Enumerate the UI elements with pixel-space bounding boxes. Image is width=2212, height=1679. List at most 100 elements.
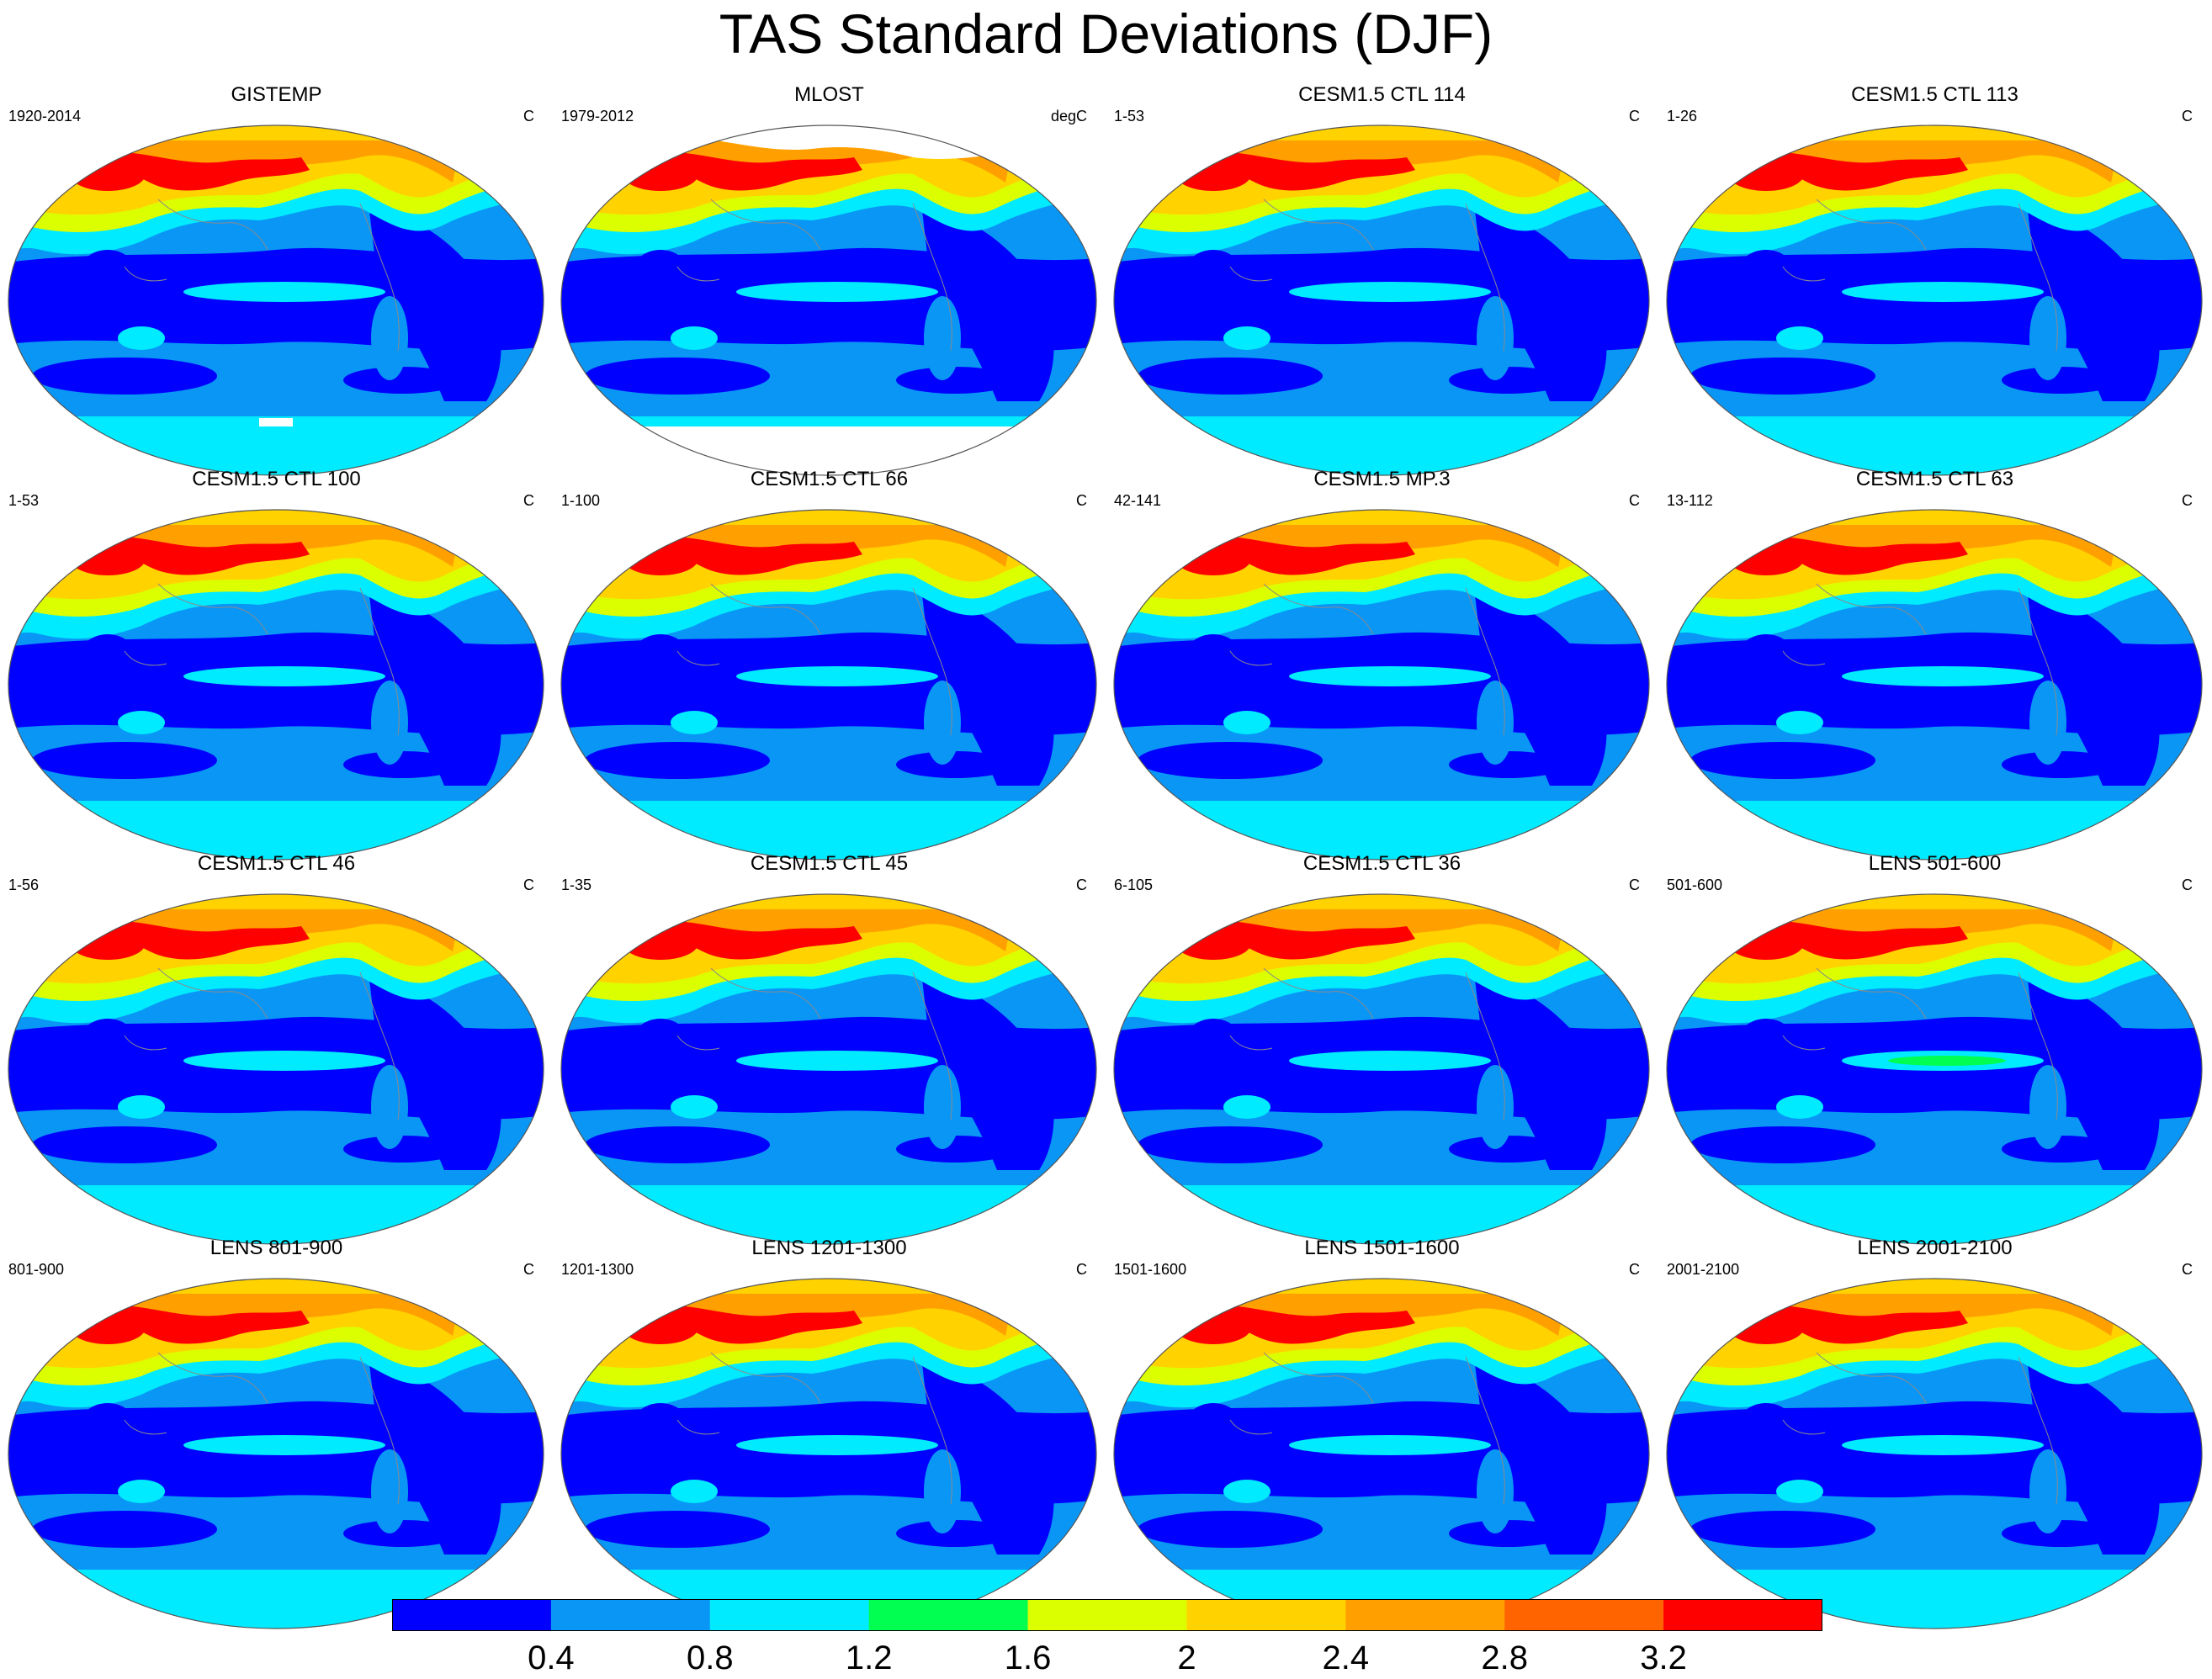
panel-years-label: 501-600 bbox=[1667, 877, 1723, 893]
enso-core bbox=[230, 671, 347, 681]
maritime-continent bbox=[1737, 250, 1796, 300]
panel-units-label: C bbox=[2182, 1261, 2193, 1278]
world-map bbox=[1113, 1278, 1650, 1629]
siberia-max bbox=[70, 926, 146, 960]
southern-blend bbox=[8, 786, 544, 801]
panel-units-label: C bbox=[1629, 877, 1640, 893]
map-panel: CESM1.5 CTL 114 1-53 C bbox=[1106, 80, 1658, 476]
siberia-max bbox=[1728, 542, 1804, 575]
southern-low-patch bbox=[585, 1126, 770, 1163]
siberia-max bbox=[623, 926, 698, 960]
atlantic-low-region bbox=[2027, 588, 2160, 786]
panel-years-label: 1-26 bbox=[1667, 108, 1698, 124]
atlantic-low-region bbox=[1474, 1357, 1607, 1555]
southern-low-patch bbox=[1690, 1511, 1875, 1548]
australia bbox=[1776, 711, 1823, 734]
australia bbox=[671, 326, 718, 350]
southern-low-patch bbox=[2002, 751, 2119, 778]
panel-years-label: 1920-2014 bbox=[8, 108, 82, 124]
figure-title: TAS Standard Deviations (DJF) bbox=[719, 3, 1493, 65]
missing-data bbox=[644, 426, 1014, 439]
southern-blend bbox=[1114, 401, 1649, 416]
southern-blend bbox=[1667, 1555, 2202, 1570]
australia bbox=[1776, 1095, 1823, 1119]
siberia-max bbox=[70, 1311, 146, 1344]
southern-low-patch bbox=[1690, 1126, 1875, 1163]
panel-years-label: 42-141 bbox=[1114, 492, 1162, 509]
southern-blend bbox=[8, 1555, 544, 1570]
panel-years-label: 1-53 bbox=[1114, 108, 1145, 124]
atlantic-low-region bbox=[2027, 204, 2160, 401]
panel-units-label: C bbox=[1076, 1261, 1087, 1278]
map-panel: LENS 501-600 501-600 C bbox=[1658, 849, 2211, 1245]
enso-core bbox=[230, 287, 347, 297]
world-map bbox=[1666, 1278, 2203, 1629]
panel-title: CESM1.5 CTL 46 bbox=[197, 852, 356, 875]
panel-units-label: C bbox=[1629, 108, 1640, 124]
siberia-max bbox=[1175, 157, 1251, 191]
coastline bbox=[676, 583, 952, 736]
colorbar-swatch bbox=[868, 1599, 1029, 1631]
panel-units-label: C bbox=[523, 108, 534, 124]
panel-title: CESM1.5 CTL 63 bbox=[1855, 468, 2014, 490]
australia bbox=[1223, 1480, 1270, 1503]
panel-title: CESM1.5 CTL 36 bbox=[1302, 852, 1461, 875]
map-panel: CESM1.5 CTL 63 13-112 C bbox=[1658, 464, 2211, 861]
map-border bbox=[1666, 509, 2203, 861]
south-america bbox=[924, 681, 961, 765]
colorbar-tick-label: 0.4 bbox=[528, 1639, 575, 1676]
siberia-max bbox=[1175, 1311, 1251, 1344]
colorbar-border bbox=[392, 1599, 1822, 1631]
colorbar-tick-label: 1.6 bbox=[1004, 1639, 1052, 1676]
coastline bbox=[676, 199, 952, 352]
maritime-continent bbox=[631, 250, 690, 300]
coastline bbox=[1229, 583, 1505, 736]
panel-years-label: 1-35 bbox=[561, 877, 592, 893]
missing-data bbox=[259, 418, 293, 426]
enso-core bbox=[230, 1440, 347, 1450]
panel-title: CESM1.5 CTL 100 bbox=[192, 468, 361, 490]
southern-low-patch bbox=[585, 358, 770, 395]
panel-title: LENS 2001-2100 bbox=[1857, 1237, 2013, 1259]
enso-core bbox=[1335, 1056, 1453, 1066]
atlantic-low-region bbox=[921, 588, 1054, 786]
panel-units-label: degC bbox=[1050, 108, 1087, 124]
map-panel: LENS 1201-1300 1201-1300 C bbox=[553, 1233, 1106, 1629]
colorbar-tick-label: 2.8 bbox=[1481, 1639, 1529, 1676]
coastline bbox=[1229, 199, 1505, 352]
south-america bbox=[1477, 1065, 1514, 1149]
world-map bbox=[1113, 509, 1650, 861]
coastline bbox=[1782, 967, 2058, 1120]
australia bbox=[1223, 711, 1270, 734]
southern-blend bbox=[561, 1170, 1096, 1185]
southern-low-patch bbox=[896, 367, 1014, 394]
australia bbox=[671, 1095, 718, 1119]
map-border bbox=[1666, 124, 2203, 476]
australia bbox=[1223, 326, 1270, 350]
colorbar-swatch bbox=[392, 1599, 552, 1631]
world-map bbox=[1666, 124, 2203, 476]
world-map bbox=[8, 893, 544, 1245]
panel-units-label: C bbox=[2182, 108, 2193, 124]
panel-years-label: 801-900 bbox=[8, 1261, 65, 1278]
map-panel: CESM1.5 CTL 45 1-35 C bbox=[553, 849, 1106, 1245]
colorbar-tick-label: 3.2 bbox=[1640, 1639, 1687, 1676]
atlantic-low-region bbox=[921, 204, 1054, 401]
panel-years-label: 1-53 bbox=[8, 492, 40, 509]
map-border bbox=[1666, 893, 2203, 1245]
coastline bbox=[124, 583, 400, 736]
panel-years-label: 1-56 bbox=[8, 877, 40, 893]
panel-years-label: 13-112 bbox=[1667, 492, 1713, 509]
map-panel: CESM1.5 CTL 100 1-53 C bbox=[0, 464, 553, 861]
panel-units-label: C bbox=[2182, 877, 2193, 893]
panel-units-label: C bbox=[523, 1261, 534, 1278]
map-border bbox=[560, 509, 1097, 861]
south-america bbox=[1477, 1449, 1514, 1533]
maritime-continent bbox=[1737, 1403, 1796, 1454]
world-map bbox=[560, 509, 1097, 861]
southern-blend bbox=[1667, 401, 2202, 416]
map-panel: CESM1.5 CTL 36 6-105 C bbox=[1106, 849, 1658, 1245]
southern-blend bbox=[561, 1555, 1096, 1570]
south-america bbox=[924, 1065, 961, 1149]
southern-blend bbox=[561, 786, 1096, 801]
